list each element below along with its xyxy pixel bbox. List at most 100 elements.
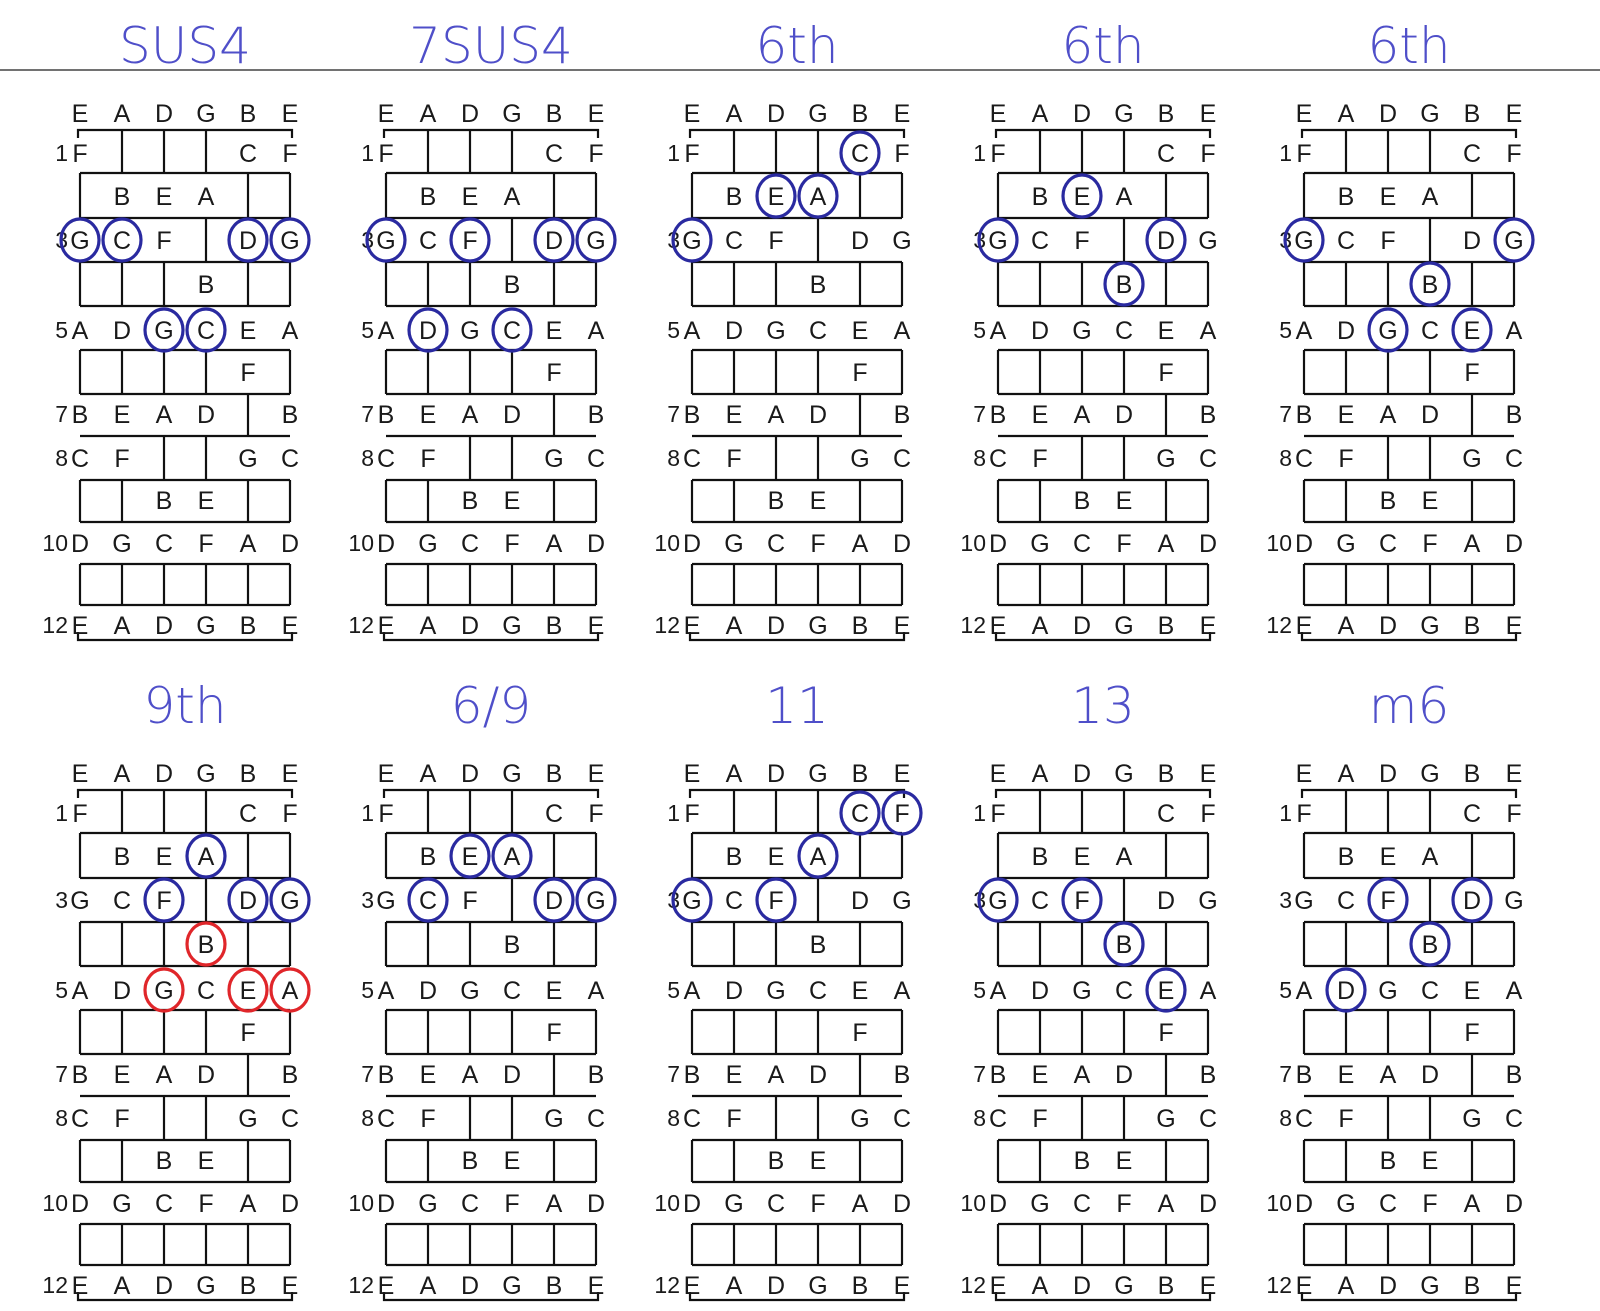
blue-circled-note (839, 130, 881, 176)
note-label: B (420, 843, 437, 871)
note-label: F (462, 887, 477, 915)
string-name: A (726, 100, 743, 128)
note-label: A (1032, 612, 1049, 640)
nut-bracket (994, 128, 1212, 138)
note-label: D (545, 227, 563, 255)
note-label: F (990, 800, 1005, 828)
note-label: F (114, 445, 129, 473)
note-label: C (377, 1105, 395, 1133)
fret-number: 1 (361, 800, 374, 826)
fret-number: 10 (42, 1190, 68, 1216)
note-label: G (1378, 977, 1397, 1005)
note-label: G (988, 887, 1007, 915)
note-label: D (1073, 1272, 1091, 1300)
blue-circled-note (1061, 877, 1103, 923)
note-label: G (808, 1272, 827, 1300)
nut-bracket (688, 128, 906, 138)
fret-number: 10 (1266, 1190, 1292, 1216)
fret-number: 1 (667, 140, 680, 166)
note-label: G (1114, 1272, 1133, 1300)
note-label: E (1464, 317, 1481, 345)
note-label: E (810, 1147, 827, 1175)
note-label: G (1420, 612, 1439, 640)
fret-number: 5 (1279, 977, 1292, 1003)
blue-circled-note (407, 877, 449, 923)
note-label: E (1074, 843, 1091, 871)
string-name: B (546, 760, 563, 788)
note-label: D (1295, 530, 1313, 558)
blue-circled-note (227, 217, 269, 263)
note-label: E (462, 843, 479, 871)
string-name: G (1420, 760, 1439, 788)
bottom-bracket (1300, 632, 1518, 642)
note-label: C (377, 445, 395, 473)
fret-number: 5 (1279, 317, 1292, 343)
fret-number: 5 (361, 317, 374, 343)
note-label: D (1379, 612, 1397, 640)
note-label: F (1074, 227, 1089, 255)
blue-circled-note (1145, 217, 1187, 263)
note-label: G (1294, 227, 1313, 255)
note-label: C (545, 800, 563, 828)
blue-circled-note (491, 833, 533, 879)
note-label: F (588, 140, 603, 168)
note-label: D (155, 1272, 173, 1300)
note-label: F (72, 800, 87, 828)
blue-circled-note (1061, 173, 1103, 219)
note-label: D (1505, 1190, 1523, 1218)
string-name: B (1464, 100, 1481, 128)
note-label: C (545, 140, 563, 168)
note-label: G (1462, 445, 1481, 473)
blue-circled-note (797, 833, 839, 879)
fret-number: 7 (1279, 401, 1292, 427)
note-label: F (114, 1105, 129, 1133)
fret-number: 7 (973, 401, 986, 427)
note-label: E (282, 1272, 299, 1300)
fret-number: 10 (654, 530, 680, 556)
note-label: F (1380, 227, 1395, 255)
note-label: G (1378, 317, 1397, 345)
note-label: B (156, 1147, 173, 1175)
string-name: A (420, 100, 437, 128)
string-name: A (1338, 100, 1355, 128)
note-label: D (1073, 612, 1091, 640)
note-label: E (1200, 612, 1217, 640)
note-label: G (460, 317, 479, 345)
note-label: G (502, 612, 521, 640)
note-label: A (1338, 612, 1355, 640)
fret-number: 10 (348, 1190, 374, 1216)
blue-circled-note (1451, 307, 1493, 353)
note-label: A (588, 977, 605, 1005)
note-label: E (240, 977, 257, 1005)
note-label: G (586, 887, 605, 915)
note-label: E (72, 612, 89, 640)
note-label: C (1379, 530, 1397, 558)
note-label: F (1032, 445, 1047, 473)
note-label: E (1032, 1061, 1049, 1089)
note-label: F (1032, 1105, 1047, 1133)
note-label: C (851, 800, 869, 828)
note-label: G (460, 977, 479, 1005)
note-label: E (990, 1272, 1007, 1300)
red-circled-note (143, 967, 185, 1013)
note-label: C (1199, 1105, 1217, 1133)
note-label: D (461, 612, 479, 640)
fret-number: 1 (667, 800, 680, 826)
note-label: D (503, 1061, 521, 1089)
note-label: A (114, 612, 131, 640)
fret-number: 8 (55, 1105, 68, 1131)
string-name: G (1114, 760, 1133, 788)
note-label: E (894, 612, 911, 640)
nut-bracket (382, 128, 600, 138)
note-label: B (684, 1061, 701, 1089)
note-label: D (419, 977, 437, 1005)
blue-circled-note (755, 877, 797, 923)
string-name: E (282, 100, 299, 128)
note-label: A (462, 401, 479, 429)
string-name: D (461, 100, 479, 128)
note-label: F (156, 887, 171, 915)
blue-circled-note (491, 307, 533, 353)
note-label: C (767, 530, 785, 558)
chord-title: 6th (755, 17, 838, 75)
